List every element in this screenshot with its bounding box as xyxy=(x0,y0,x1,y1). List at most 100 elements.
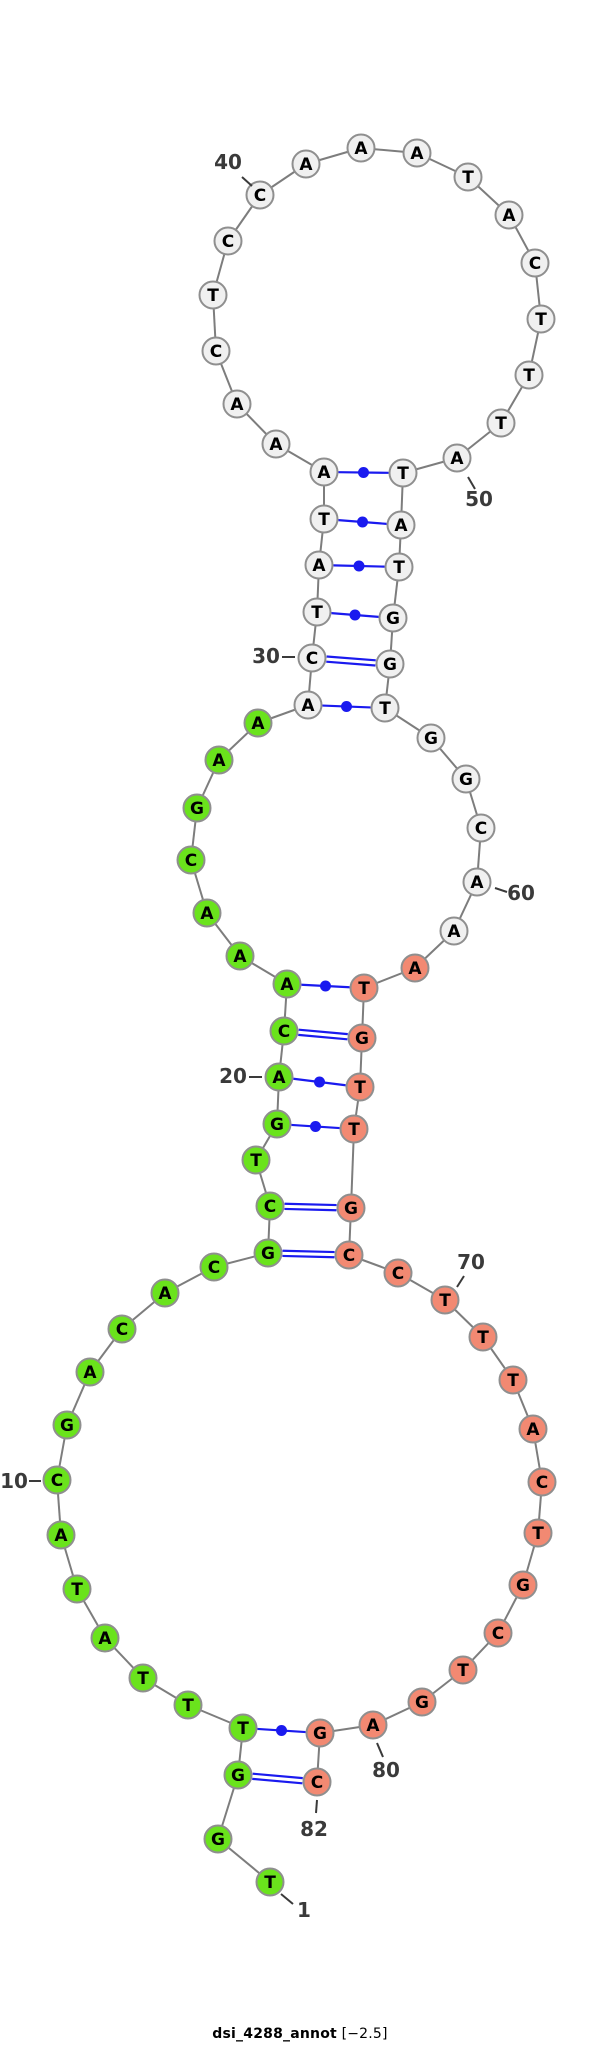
nucleotide xyxy=(378,603,408,633)
nucleotide xyxy=(182,793,212,823)
nucleotide xyxy=(388,458,418,488)
nucleotide-letter: G xyxy=(386,609,400,629)
pair-bond-double xyxy=(298,1033,348,1041)
pair-dot xyxy=(310,1121,321,1132)
nucleotide-letter: C xyxy=(306,649,318,669)
nucleotide xyxy=(264,1062,294,1092)
nucleotide-letter: A xyxy=(251,714,265,734)
nucleotide xyxy=(213,226,243,256)
pair-dot xyxy=(314,1076,325,1088)
nucleotide xyxy=(243,708,273,738)
nucleotide-letter: C xyxy=(529,254,541,274)
nucleotide xyxy=(468,1322,498,1352)
label-tick xyxy=(315,1799,318,1814)
nucleotide-letter: T xyxy=(507,1371,519,1391)
nucleotide xyxy=(346,133,376,163)
nucleotide-letter: A xyxy=(83,1363,97,1383)
position-label: 70 xyxy=(457,1250,485,1274)
nucleotide-letter: C xyxy=(208,1258,220,1278)
nucleotide xyxy=(527,1467,557,1497)
nucleotide xyxy=(223,1760,253,1790)
nucleotide xyxy=(297,643,327,673)
figure-caption: dsi_4288_annot [−2.5] xyxy=(0,2026,600,2042)
nucleotide xyxy=(514,360,544,390)
nucleotide-letter: A xyxy=(301,696,315,716)
nucleotide-letter: T xyxy=(393,558,405,578)
nucleotide xyxy=(439,916,469,946)
nucleotide xyxy=(526,304,556,334)
nucleotide xyxy=(228,1713,258,1743)
nucleotide-letter: G xyxy=(516,1576,530,1596)
label-tick xyxy=(456,1275,465,1288)
nucleotide-letter: T xyxy=(523,366,535,386)
nucleotide xyxy=(199,1252,229,1282)
nucleotide xyxy=(305,1718,335,1748)
position-label: 10 xyxy=(0,1469,28,1493)
nucleotide xyxy=(442,443,472,473)
nucleotide xyxy=(52,1410,82,1440)
pair-dot xyxy=(276,1725,287,1736)
nucleotide-letter: C xyxy=(51,1471,63,1491)
nucleotide xyxy=(451,764,481,794)
nucleotide-letter: C xyxy=(116,1320,128,1340)
nucleotide xyxy=(345,1072,375,1102)
nucleotide-letter: G xyxy=(383,655,397,675)
pair-bond-double xyxy=(252,1772,303,1780)
nucleotide-letter: G xyxy=(270,1115,284,1135)
nucleotide xyxy=(448,1655,478,1685)
nucleotide xyxy=(203,1824,233,1854)
nucleotide-letter: G xyxy=(459,770,473,790)
nucleotide-letter: T xyxy=(477,1328,489,1348)
nucleotide-letter: G xyxy=(231,1766,245,1786)
nucleotide xyxy=(198,280,228,310)
nucleotide-letter: A xyxy=(200,904,214,924)
nucleotide-letter: A xyxy=(394,516,408,536)
nucleotide-letter: T xyxy=(358,979,370,999)
nucleotide-letter: T xyxy=(311,603,323,623)
nucleotide xyxy=(107,1314,137,1344)
pair-dot xyxy=(349,609,361,621)
nucleotide xyxy=(46,1520,76,1550)
nucleotide-letter: A xyxy=(280,975,294,995)
nucleotide-letter: A xyxy=(450,449,464,469)
nucleotide xyxy=(400,953,430,983)
nucleotide xyxy=(430,1285,460,1315)
nucleotide-letter: G xyxy=(211,1830,225,1850)
pair-bond-double xyxy=(284,1207,337,1212)
nucleotide xyxy=(386,510,416,540)
nucleotide xyxy=(261,429,291,459)
nucleotide xyxy=(339,1114,369,1144)
nucleotide xyxy=(222,389,252,419)
nucleotide xyxy=(253,1238,283,1268)
nucleotide xyxy=(176,845,206,875)
nucleotide-letter: A xyxy=(299,155,313,175)
label-tick xyxy=(494,887,508,893)
nucleotide xyxy=(334,1240,364,1270)
position-label: 80 xyxy=(372,1758,400,1782)
pair-bond-double xyxy=(298,1028,348,1036)
nucleotide-letter: T xyxy=(535,310,547,330)
label-tick xyxy=(376,1742,384,1758)
nucleotide-letter: T xyxy=(379,699,391,719)
nucleotide xyxy=(375,649,405,679)
nucleotide xyxy=(370,693,400,723)
position-label: 40 xyxy=(214,150,242,174)
nucleotide-letter: A xyxy=(98,1629,112,1649)
nucleotide-letter: G xyxy=(313,1724,327,1744)
nucleotide-letter: T xyxy=(495,414,507,434)
nucleotide xyxy=(241,1145,271,1175)
nucleotide-letter: C xyxy=(210,342,222,362)
nucleotide xyxy=(358,1710,388,1740)
nucleotide-letter: A xyxy=(212,751,226,771)
nucleotide-letter: G xyxy=(190,799,204,819)
nucleotide-letter: T xyxy=(71,1580,83,1600)
nucleotide-letter: A xyxy=(470,873,484,893)
caption-score: [−2.5] xyxy=(336,2026,388,2042)
nucleotide xyxy=(349,973,379,1003)
nucleotide xyxy=(520,248,550,278)
nucleotide xyxy=(42,1465,72,1495)
nucleotide-letter: A xyxy=(54,1526,68,1546)
nucleotide-letter: A xyxy=(312,556,326,576)
nucleotide-letter: T xyxy=(250,1151,262,1171)
